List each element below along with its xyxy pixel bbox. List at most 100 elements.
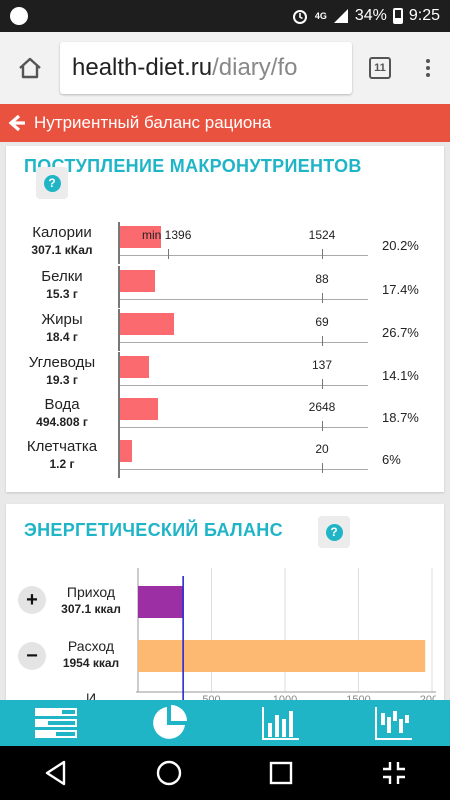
x-tick-label: 500	[202, 694, 220, 700]
back-arrow-icon[interactable]	[0, 104, 34, 142]
nutrient-axis	[118, 394, 120, 436]
page-title: Нутриентный баланс рациона	[34, 113, 272, 132]
system-home-button[interactable]	[139, 746, 199, 800]
help-icon: ?	[43, 174, 61, 192]
norm-tick	[322, 463, 323, 473]
nutrient-baseline	[120, 299, 368, 300]
nutrient-name: Жиры	[41, 311, 83, 328]
nutrient-bar	[120, 313, 174, 335]
nutrient-baseline	[120, 255, 368, 256]
system-back-button[interactable]	[26, 746, 86, 800]
energy-balance-card: ЭНЕРГЕТИЧЕСКИЙ БАЛАНС ? + Приход 307.1 к…	[6, 504, 444, 700]
histogram-icon	[374, 707, 412, 740]
macronutrient-title: ПОСТУПЛЕНИЕ МАКРОНУТРИЕНТОВ	[24, 156, 362, 176]
nutrient-value: 18.4 г	[46, 330, 78, 344]
nutrient-value: 307.1 кКал	[31, 243, 93, 257]
bottom-nav	[0, 700, 450, 746]
nutrient-baseline	[120, 427, 368, 428]
nutrient-percent: 14.1%	[382, 368, 419, 383]
system-fullscreen-button[interactable]	[364, 746, 424, 800]
nutrient-row: Белки 15.3 г 88 17.4%	[6, 266, 444, 308]
expense-value: 1954 ккал	[62, 656, 120, 670]
nutrient-norm: 2648	[308, 400, 336, 414]
tabs-button[interactable]: 11	[352, 32, 408, 104]
income-expand-button[interactable]: +	[18, 586, 46, 614]
nutrient-axis	[118, 266, 120, 308]
energy-help-button[interactable]: ?	[318, 516, 350, 548]
bar-chart-icon	[262, 707, 300, 740]
nav-pie[interactable]	[139, 700, 199, 746]
nutrient-name: Клетчатка	[26, 438, 98, 455]
bar-1	[138, 586, 184, 618]
alarm-icon	[292, 10, 307, 24]
nutrient-row: Калории 307.1 кКал min 1396 1524 20.2%	[6, 222, 444, 264]
menu-button[interactable]	[408, 32, 448, 104]
clock: 9:25	[408, 7, 440, 24]
macronutrient-card: ПОСТУПЛЕНИЕ МАКРОНУТРИЕНТОВ ? Калории 30…	[6, 146, 444, 492]
home-icon	[19, 57, 41, 79]
nutrient-bar	[120, 226, 161, 248]
menu-dot	[426, 59, 430, 63]
notification-icon	[10, 7, 28, 25]
nutrient-value: 1.2 г	[49, 457, 75, 471]
nav-bar-chart[interactable]	[251, 700, 311, 746]
norm-tick	[322, 421, 323, 431]
nutrient-name: Белки	[41, 268, 83, 285]
nutrient-norm: 1524	[308, 228, 336, 242]
nutrient-norm: 69	[315, 315, 329, 329]
back-icon	[46, 760, 66, 786]
url-host: health-diet.ru	[72, 54, 213, 81]
nutrient-axis	[118, 436, 120, 478]
nutrient-baseline	[120, 469, 368, 470]
x-tick-label: 1500	[346, 694, 370, 700]
nutrient-bar	[120, 356, 149, 378]
norm-tick	[322, 379, 323, 389]
battery-percent: 34%	[354, 7, 387, 24]
fullscreen-icon	[382, 762, 405, 784]
home-icon	[156, 760, 181, 786]
signal-icon	[333, 9, 348, 23]
x-tick-label: 2000	[420, 694, 436, 700]
nutrient-name: Калории	[32, 224, 92, 241]
page-header: Нутриентный баланс рациона	[0, 104, 450, 142]
recents-icon	[270, 761, 293, 785]
min-tick	[168, 249, 169, 259]
norm-tick	[322, 336, 323, 346]
nutrient-value: 19.3 г	[46, 373, 78, 387]
help-icon: ?	[325, 523, 343, 541]
nutrient-bar	[120, 398, 158, 420]
nav-list[interactable]	[26, 700, 86, 746]
nutrient-percent: 6%	[382, 452, 401, 467]
nutrient-baseline	[120, 385, 368, 386]
x-tick-label: 1000	[273, 694, 297, 700]
nutrient-norm: 20	[315, 442, 329, 456]
nutrient-row: Углеводы 19.3 г 137 14.1%	[6, 352, 444, 394]
nav-histogram[interactable]	[364, 700, 424, 746]
norm-tick	[322, 293, 323, 303]
nutrient-name: Углеводы	[28, 354, 96, 371]
nutrient-bar	[120, 440, 133, 462]
nutrient-row: Вода 494.808 г 2648 18.7%	[6, 394, 444, 436]
url-field[interactable]: health-diet.ru/diary/fo	[60, 42, 352, 94]
income-value: 307.1 ккал	[61, 602, 121, 616]
tab-count: 11	[369, 57, 391, 79]
bar-2	[138, 640, 426, 672]
pie-chart-icon	[152, 705, 187, 739]
nutrient-value: 15.3 г	[46, 287, 78, 301]
home-button[interactable]	[0, 32, 60, 104]
min-label: min 1396	[142, 228, 192, 242]
menu-dot	[426, 73, 430, 77]
battery-icon	[392, 8, 403, 24]
list-icon	[35, 708, 78, 738]
nutrient-norm: 137	[311, 358, 333, 372]
nutrient-row: Жиры 18.4 г 69 26.7%	[6, 309, 444, 351]
expense-expand-button[interactable]: −	[18, 642, 46, 670]
macronutrient-help-button[interactable]: ?	[36, 167, 68, 199]
nutrient-axis	[118, 222, 120, 264]
system-recents-button[interactable]	[251, 746, 311, 800]
energy-chart: 500 1000 1500 2000	[136, 568, 436, 700]
norm-tick	[322, 249, 323, 259]
browser-toolbar: health-diet.ru/diary/fo 11	[0, 32, 450, 104]
nutrient-bar	[120, 270, 156, 292]
nutrient-row: Клетчатка 1.2 г 20 6%	[6, 436, 444, 478]
